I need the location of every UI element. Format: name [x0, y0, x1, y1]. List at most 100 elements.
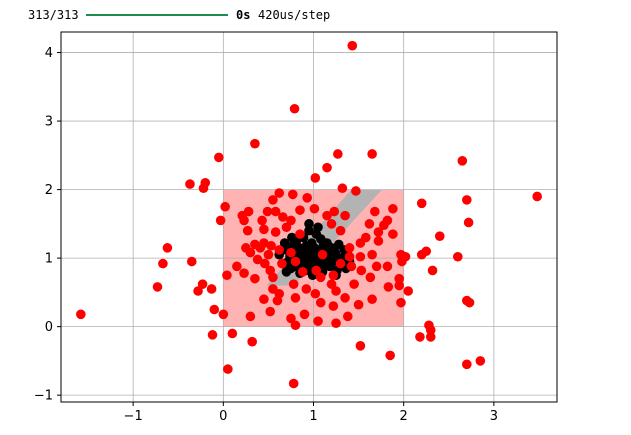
y-tick-label: −1 [34, 389, 53, 404]
data-point-1 [416, 249, 427, 260]
data-point-1 [322, 162, 332, 173]
data-point-1 [295, 205, 305, 215]
data-point-1 [158, 258, 168, 269]
data-point-1 [207, 330, 218, 340]
y-tick-label: 1 [45, 252, 53, 267]
data-point-1 [301, 284, 312, 294]
progress-bar [86, 14, 228, 16]
data-point-1 [333, 149, 343, 159]
data-point-1 [346, 261, 357, 272]
data-point-1 [425, 325, 436, 335]
data-point-1 [383, 282, 394, 292]
data-point-1 [315, 272, 326, 283]
data-point-1 [268, 195, 278, 205]
data-point-1 [297, 267, 308, 277]
data-point-1 [255, 243, 266, 253]
data-point-1 [342, 311, 353, 322]
data-point-1 [367, 149, 377, 159]
data-point-1 [371, 261, 382, 272]
y-tick-label: 4 [45, 46, 53, 61]
data-point-1 [427, 265, 438, 276]
data-point-1 [379, 220, 389, 231]
data-point-1 [288, 378, 299, 389]
data-point-1 [328, 301, 339, 311]
data-point-1 [462, 359, 472, 370]
data-point-1 [364, 219, 375, 229]
data-point-1 [185, 179, 195, 189]
data-point-1 [287, 189, 298, 200]
data-point-1 [260, 258, 270, 269]
data-point-0 [279, 238, 290, 248]
data-point-1 [239, 268, 249, 278]
data-point-1 [289, 103, 300, 114]
data-point-0 [304, 225, 314, 236]
data-point-1 [266, 240, 276, 251]
data-point-1 [326, 279, 337, 289]
data-point-1 [259, 294, 269, 305]
x-tick-label: 0 [219, 409, 227, 424]
data-point-1 [152, 282, 163, 292]
data-point-1 [286, 313, 296, 324]
data-point-1 [403, 286, 414, 296]
data-point-1 [242, 225, 253, 236]
data-point-1 [281, 222, 292, 233]
data-point-1 [220, 201, 230, 212]
data-point-1 [272, 295, 283, 306]
eta-text: 0s [236, 8, 251, 22]
data-point-1 [475, 356, 486, 366]
data-point-1 [317, 249, 328, 260]
data-point-1 [453, 251, 463, 262]
data-point-1 [370, 206, 380, 217]
data-point-1 [274, 245, 285, 255]
data-point-1 [353, 299, 364, 310]
data-point-1 [265, 306, 276, 317]
data-point-1 [351, 186, 361, 196]
data-point-1 [415, 332, 425, 342]
data-point-1 [335, 258, 346, 269]
data-point-1 [329, 206, 340, 217]
data-point-1 [385, 350, 395, 361]
data-point-1 [396, 297, 406, 308]
data-point-1 [198, 183, 209, 194]
data-point-1 [250, 273, 260, 284]
data-point-1 [299, 309, 310, 320]
data-point-1 [382, 261, 393, 272]
data-point-1 [76, 309, 86, 320]
data-point-1 [245, 311, 256, 322]
data-point-1 [193, 286, 203, 296]
data-point-1 [464, 297, 475, 308]
data-point-1 [355, 238, 366, 248]
data-point-1 [328, 270, 339, 281]
data-point-1 [206, 284, 217, 294]
plot-frame [60, 31, 558, 403]
data-point-0 [304, 219, 314, 229]
data-point-1 [349, 279, 359, 289]
data-point-1 [259, 224, 269, 235]
data-point-1 [335, 225, 346, 236]
data-point-1 [331, 318, 341, 329]
data-point-1 [416, 198, 427, 209]
x-tick-label: 3 [490, 409, 498, 424]
data-point-1 [302, 193, 312, 203]
data-point-1 [268, 272, 278, 283]
data-point-1 [252, 254, 263, 265]
data-point-1 [347, 40, 358, 51]
data-point-1 [311, 265, 322, 276]
data-point-1 [313, 316, 323, 326]
data-point-1 [278, 212, 288, 222]
data-point-1 [277, 258, 287, 269]
data-point-1 [326, 219, 337, 229]
data-point-1 [245, 247, 256, 258]
data-point-1 [290, 293, 301, 303]
data-point-1 [331, 286, 341, 296]
progress-bar-fill [86, 14, 228, 16]
data-point-1 [367, 249, 377, 260]
data-point-1 [344, 243, 355, 253]
data-point-0 [287, 232, 297, 243]
data-point-1 [462, 195, 472, 205]
data-point-1 [288, 279, 299, 289]
data-point-1 [215, 215, 226, 226]
x-tick-label: 2 [400, 409, 408, 424]
data-point-1 [365, 272, 376, 283]
